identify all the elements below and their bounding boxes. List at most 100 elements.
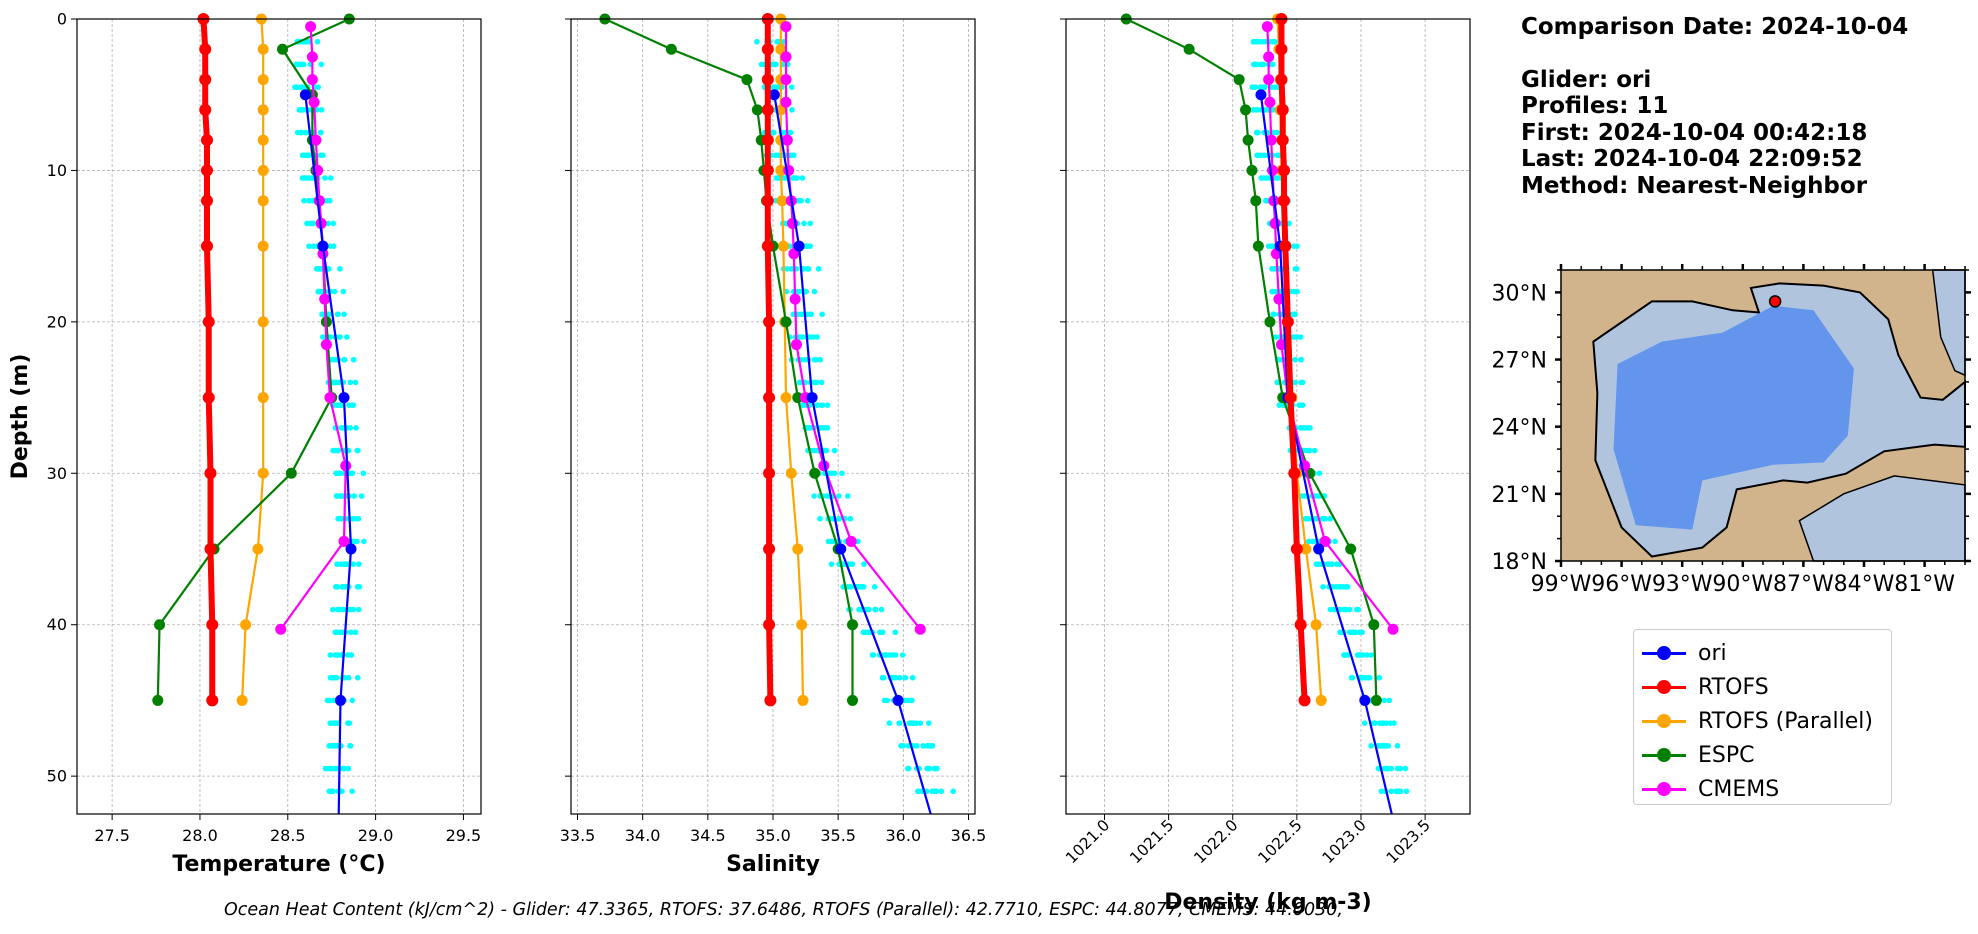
glider-profile-point bbox=[306, 243, 312, 249]
glider-profile-point bbox=[920, 743, 926, 749]
glider-profile-point bbox=[836, 515, 842, 522]
glider-profile-point bbox=[892, 674, 899, 681]
comparison-date: Comparison Date: 2024-10-04 bbox=[1521, 14, 1909, 40]
x-tick-label: 1023.5 bbox=[1383, 816, 1434, 867]
glider-profile-point bbox=[811, 356, 818, 363]
glider-profile-point bbox=[334, 311, 341, 318]
x-tick-label: 1022.5 bbox=[1255, 816, 1306, 867]
glider-profile-point bbox=[1259, 61, 1266, 68]
x-tick-label: 1021.5 bbox=[1126, 816, 1177, 867]
glider-profile-point bbox=[337, 515, 344, 522]
data-point-ori bbox=[1255, 89, 1267, 101]
glider-profile-point bbox=[917, 720, 924, 726]
data-point-rtofs-parallel bbox=[257, 240, 269, 252]
glider-profile-point bbox=[810, 334, 816, 340]
data-point-ori bbox=[806, 392, 818, 404]
glider-profile-point bbox=[350, 515, 356, 522]
y-axis-label: Depth (m) bbox=[8, 354, 33, 480]
data-point-espc bbox=[1368, 619, 1380, 631]
glider-profile-point bbox=[836, 493, 842, 499]
x-axis-label: Temperature (°C) bbox=[172, 852, 385, 877]
data-point-rtofs-parallel bbox=[777, 240, 789, 252]
glider-profile-point bbox=[1360, 674, 1367, 681]
data-point-rtofs bbox=[200, 194, 213, 207]
series-rtofs-parallel bbox=[236, 13, 269, 706]
glider-location-marker bbox=[1768, 295, 1782, 308]
glider-profile-point bbox=[319, 334, 326, 340]
glider-profile-point bbox=[1254, 129, 1260, 136]
data-point-cmems bbox=[780, 96, 792, 108]
x-tick-label: 36.0 bbox=[886, 826, 922, 845]
data-point-cmems bbox=[310, 134, 322, 146]
glider-profile-point bbox=[1269, 61, 1276, 68]
glider-profile-point bbox=[815, 266, 822, 272]
data-point-cmems bbox=[1266, 164, 1278, 176]
map-lon-label: 93°W bbox=[1652, 572, 1713, 597]
glider-profile-point bbox=[897, 674, 903, 681]
glider-profile-point bbox=[1298, 356, 1304, 363]
legend-item-rtofs: RTOFS bbox=[1642, 672, 1769, 702]
map-lat-label: 18°N bbox=[1492, 550, 1547, 575]
glider-profile-point bbox=[336, 334, 343, 340]
glider-profile-point bbox=[333, 674, 340, 681]
data-point-espc bbox=[751, 104, 763, 116]
y-tick-label: 0 bbox=[57, 10, 67, 29]
glider-profile-point bbox=[1298, 379, 1304, 386]
glider-profile-point bbox=[794, 175, 800, 181]
data-point-rtofs bbox=[200, 240, 213, 253]
glider-profile-point bbox=[950, 788, 957, 795]
data-point-rtofs bbox=[202, 315, 215, 328]
glider-profile-point bbox=[803, 288, 809, 295]
glider-profile-point bbox=[338, 425, 345, 431]
data-point-rtofs bbox=[204, 467, 217, 480]
glider-profile-point bbox=[1344, 584, 1351, 590]
series-rtofs bbox=[761, 13, 777, 707]
glider-profile-point bbox=[329, 606, 336, 613]
series-rtofs bbox=[197, 13, 219, 707]
glider-profile-point bbox=[1272, 334, 1279, 340]
glider-profile-point bbox=[1324, 561, 1331, 567]
y-tick-label: 50 bbox=[47, 767, 67, 786]
glider-profile-point bbox=[305, 197, 312, 204]
data-point-espc bbox=[846, 694, 858, 706]
legend-label-espc: ESPC bbox=[1698, 742, 1755, 768]
glider-profile-point bbox=[1269, 243, 1276, 249]
glider-profile-point bbox=[818, 379, 825, 386]
panel-temperature-c: 27.5 28.0 28.5 29.0 29.5 0 10 20 30 40 50 Temperatu… bbox=[8, 10, 482, 877]
x-tick-label: 29.5 bbox=[446, 826, 482, 845]
glider-profile-point bbox=[1251, 38, 1257, 45]
glider-profile-point bbox=[351, 493, 358, 499]
data-point-ori bbox=[793, 240, 805, 252]
glider-profile-point bbox=[314, 38, 321, 45]
glider-profile-point bbox=[788, 84, 795, 90]
data-point-cmems bbox=[1264, 96, 1276, 108]
x-tick-label: 1021.0 bbox=[1062, 816, 1113, 867]
data-point-rtofs-parallel bbox=[257, 467, 269, 479]
glider-profile-point bbox=[880, 674, 887, 681]
panel-density-kg-m-3: 1021.0 1021.5 1022.0 1022.5 1023.0 1023.5 Dens… bbox=[1060, 13, 1471, 915]
glider-profile-point bbox=[823, 447, 830, 454]
glider-profile-point bbox=[1355, 606, 1362, 613]
glider-profile-point bbox=[1403, 788, 1410, 795]
glider-profile-point bbox=[341, 311, 347, 318]
data-point-espc bbox=[792, 392, 804, 404]
glider-profile-point bbox=[1297, 425, 1304, 431]
data-point-cmems bbox=[306, 74, 318, 86]
glider-profile-point bbox=[340, 288, 347, 295]
glider-profile-point bbox=[318, 107, 325, 113]
glider-profile-point bbox=[298, 129, 304, 136]
data-point-ori bbox=[299, 89, 311, 101]
data-point-cmems bbox=[1261, 21, 1273, 33]
glider-profiles bbox=[754, 38, 957, 795]
glider-profile-point bbox=[334, 447, 341, 454]
glider-profile-point bbox=[905, 765, 911, 772]
glider-profile-point bbox=[318, 129, 324, 136]
glider-profile-point bbox=[884, 697, 891, 704]
glider-profile-point bbox=[1253, 107, 1260, 113]
glider-profile-point bbox=[327, 334, 333, 340]
glider-profile-point bbox=[315, 266, 322, 272]
glider-profile-point bbox=[932, 765, 938, 772]
glider-profile-point bbox=[909, 674, 916, 681]
x-tick-label: 1022.0 bbox=[1190, 816, 1241, 867]
x-tick-label: 35.5 bbox=[820, 826, 856, 845]
